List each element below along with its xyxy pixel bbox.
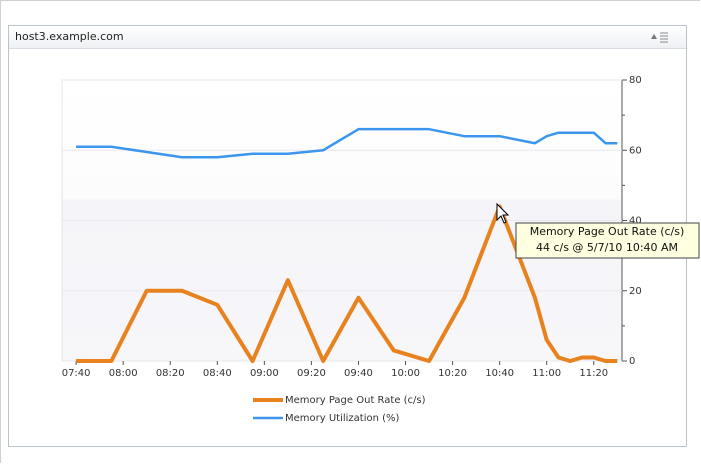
x-tick-label: 08:20 — [156, 368, 185, 379]
y-tick-label: 60 — [629, 145, 642, 156]
x-tick-label: 09:20 — [297, 368, 326, 379]
collapse-icon[interactable] — [651, 34, 657, 39]
tooltip: Memory Page Out Rate (c/s) 44 c/s @ 5/7/1… — [515, 222, 700, 259]
series-line — [76, 127, 618, 159]
menu-icon[interactable] — [660, 32, 668, 43]
series-line — [76, 204, 618, 363]
tooltip-text: Memory Page Out Rate (c/s) — [530, 225, 685, 238]
panel-icons[interactable] — [651, 32, 668, 43]
x-tick-label: 08:40 — [203, 368, 232, 379]
legend-label: Memory Utilization (%) — [285, 413, 400, 424]
panel-title: host3.example.com — [9, 26, 686, 49]
y-tick-label: 20 — [629, 286, 642, 297]
x-tick-label: 07:40 — [62, 368, 91, 379]
x-tick-label: 08:00 — [109, 368, 138, 379]
tooltip-box — [515, 222, 700, 259]
y-tick-label: 80 — [629, 75, 642, 86]
legend-label: Memory Page Out Rate (c/s) — [285, 395, 426, 406]
y-tick-label: 40 — [629, 216, 642, 227]
x-tick-label: 10:20 — [438, 368, 467, 379]
y-tick-label: 0 — [629, 356, 635, 367]
mouse-cursor — [496, 202, 510, 224]
x-tick-label: 10:00 — [391, 368, 420, 379]
x-tick-label: 11:00 — [532, 368, 561, 379]
x-tick-label: 10:40 — [485, 368, 514, 379]
tooltip-text: 44 c/s @ 5/7/10 10:40 AM — [536, 241, 678, 254]
x-tick-label: 09:00 — [250, 368, 279, 379]
x-tick-label: 11:20 — [579, 368, 608, 379]
x-tick-label: 09:40 — [344, 368, 373, 379]
